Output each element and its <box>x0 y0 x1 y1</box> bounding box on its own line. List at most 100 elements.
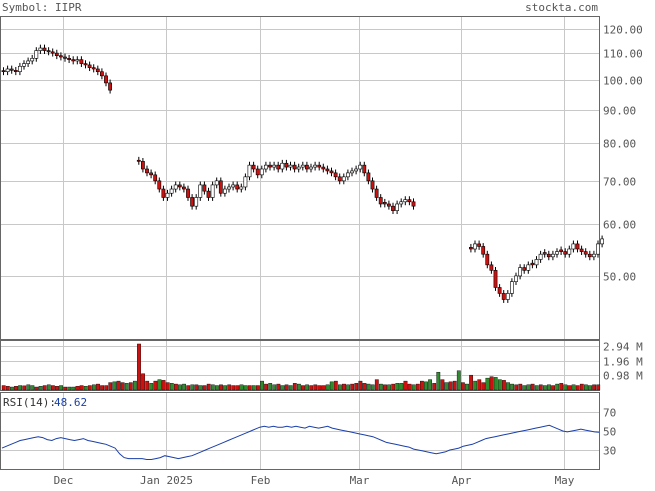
volume-bar <box>411 384 416 391</box>
x-tick-label: Mar <box>350 474 370 486</box>
price-tick-label: 110.00 <box>603 48 643 61</box>
volume-bar <box>55 386 59 391</box>
volume-bar <box>227 384 232 391</box>
volume-bar <box>63 386 68 391</box>
volume-bar <box>292 383 297 391</box>
volume-bar <box>588 385 592 391</box>
candle-body <box>280 162 285 170</box>
candle-body <box>30 58 35 62</box>
volume-bar <box>190 384 195 391</box>
volume-bar <box>182 383 186 391</box>
candle-body <box>493 270 498 288</box>
volume-bar <box>571 384 576 391</box>
candle-body <box>202 184 207 192</box>
volume-bar <box>173 383 178 391</box>
volume-bar <box>354 383 359 391</box>
volume-bar <box>91 384 96 391</box>
candle-body <box>358 164 363 170</box>
symbol-label: Symbol: IIPR <box>2 1 82 14</box>
candle-body <box>497 287 502 294</box>
volume-bar <box>493 377 498 391</box>
candle-body <box>284 162 289 168</box>
candle-body <box>63 56 67 59</box>
volume-bar <box>46 384 51 391</box>
candle-body <box>194 197 199 207</box>
volume-bar <box>510 383 514 391</box>
candle-body <box>100 71 104 77</box>
volume-bar <box>71 386 76 391</box>
volume-bar <box>579 383 584 391</box>
volume-bar <box>231 385 236 391</box>
candle-body <box>366 172 371 182</box>
volume-bar <box>42 385 47 391</box>
candle-body <box>317 164 322 168</box>
candle-body <box>251 164 256 170</box>
volume-bar <box>403 380 408 391</box>
volume-bar <box>26 384 31 391</box>
volume-bar <box>153 380 158 391</box>
candle-body <box>1 70 6 73</box>
volume-bar <box>137 343 141 391</box>
candle-body <box>22 63 26 67</box>
volume-bar <box>346 384 350 391</box>
candle-body <box>218 180 223 194</box>
candle-body <box>378 197 383 205</box>
candle-body <box>288 164 293 168</box>
candle-body <box>13 70 18 73</box>
volume-panel <box>0 340 600 391</box>
grid-lines <box>1 17 599 469</box>
candle-body <box>489 264 494 271</box>
volume-bar <box>432 383 437 391</box>
candle-body <box>386 203 391 207</box>
candle-body <box>596 243 600 255</box>
volume-bar <box>383 384 387 391</box>
price-panel <box>0 16 600 340</box>
candle-body <box>38 47 43 51</box>
volume-bar <box>141 373 145 391</box>
candle-body <box>509 281 514 294</box>
candle-body <box>538 253 543 260</box>
candle-body <box>345 172 350 178</box>
volume-bar <box>59 385 64 391</box>
volume-bar <box>530 383 535 391</box>
volume-bar <box>235 385 240 391</box>
axis-labels: Dec Jan 2025 Feb Mar Apr May 120.00 110.00 100.0… <box>54 24 644 488</box>
volume-bar <box>543 385 547 391</box>
candle-body <box>579 248 584 252</box>
candle-body <box>567 248 572 255</box>
volume-bar <box>210 384 215 391</box>
volume-bar <box>260 380 264 391</box>
volume-bar <box>596 384 601 391</box>
volume-tick-label: 1.96 M <box>603 356 643 369</box>
volume-bar <box>124 383 129 391</box>
candle-body <box>42 47 47 51</box>
volume-bar <box>297 383 301 391</box>
candle-body <box>247 164 252 178</box>
volume-bar <box>538 384 543 391</box>
candle-body <box>190 197 195 207</box>
volume-bar <box>592 384 597 391</box>
volume-bar <box>194 384 199 391</box>
candle-body <box>71 59 76 62</box>
price-tick-label: 100.00 <box>603 75 643 88</box>
candle-body <box>79 59 84 64</box>
candle-body <box>136 159 141 162</box>
candle-body <box>391 205 395 211</box>
price-tick-label: 60.00 <box>603 219 636 232</box>
price-tick-label: 120.00 <box>603 24 643 37</box>
volume-bar <box>424 381 428 391</box>
candle-body <box>591 253 596 258</box>
volume-bar <box>214 385 219 391</box>
candle-body <box>9 68 14 71</box>
candle-body <box>350 170 354 174</box>
volume-bar <box>452 380 457 391</box>
volume-bar <box>132 380 137 391</box>
candle-body <box>141 161 145 170</box>
candle-body <box>157 180 162 190</box>
volume-bar <box>219 384 223 391</box>
volume-bar <box>469 374 473 391</box>
volume-bar <box>358 380 363 391</box>
volume-bar <box>526 384 531 391</box>
rsi-line-group <box>1 424 600 460</box>
candle-body <box>145 168 149 174</box>
